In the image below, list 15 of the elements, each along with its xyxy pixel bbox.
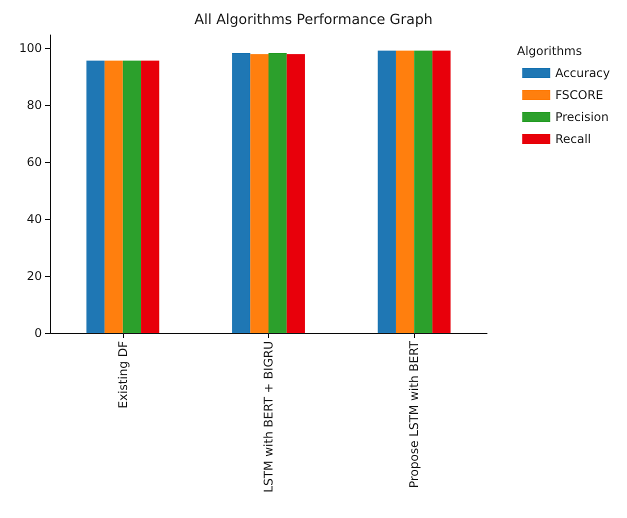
x-tick-label: Propose LSTM with BERT: [407, 340, 422, 488]
legend-title: Algorithms: [516, 44, 582, 58]
legend-label: Accuracy: [555, 66, 610, 80]
y-tick-label: 40: [26, 212, 42, 226]
y-tick-label: 80: [26, 98, 42, 112]
x-tick-label: Existing DF: [116, 340, 130, 408]
y-tick-label: 20: [26, 268, 42, 283]
y-tick-label: 0: [34, 326, 42, 340]
legend-label: FSCORE: [555, 88, 604, 102]
y-tick-label: 100: [19, 40, 42, 55]
legend-label: Recall: [555, 132, 592, 146]
y-tick-label: 60: [26, 154, 42, 169]
chart-title: All Algorithms Performance Graph: [194, 12, 433, 28]
x-tick-label: LSTM with BERT + BIGRU: [262, 341, 276, 493]
legend-label: Precision: [555, 110, 609, 124]
